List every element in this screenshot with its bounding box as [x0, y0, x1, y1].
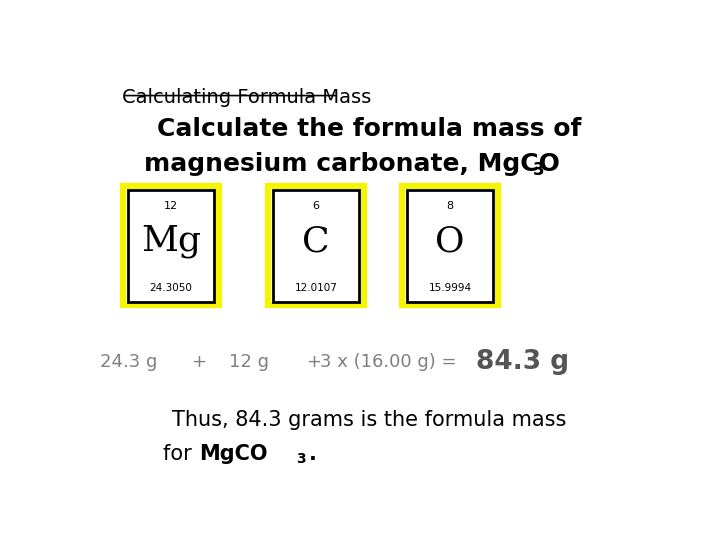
- FancyBboxPatch shape: [402, 186, 498, 305]
- Text: 3: 3: [297, 453, 306, 467]
- Text: 3: 3: [533, 160, 544, 179]
- Text: 12: 12: [164, 201, 178, 211]
- Text: 6: 6: [312, 201, 320, 211]
- Text: magnesium carbonate, MgCO: magnesium carbonate, MgCO: [144, 152, 560, 176]
- Text: 8: 8: [446, 201, 454, 211]
- FancyBboxPatch shape: [269, 186, 364, 305]
- FancyBboxPatch shape: [123, 186, 219, 305]
- Text: Calculating Formula Mass: Calculating Formula Mass: [122, 87, 372, 107]
- Text: C: C: [302, 224, 330, 258]
- Text: Thus, 84.3 grams is the formula mass: Thus, 84.3 grams is the formula mass: [172, 410, 566, 430]
- Text: 12 g: 12 g: [229, 353, 269, 371]
- Text: 12.0107: 12.0107: [294, 284, 338, 293]
- Text: 24.3 g: 24.3 g: [100, 353, 158, 371]
- Text: .: .: [309, 443, 317, 463]
- Text: 24.3050: 24.3050: [150, 284, 192, 293]
- FancyBboxPatch shape: [407, 190, 493, 302]
- Text: +: +: [192, 353, 207, 371]
- Text: 15.9994: 15.9994: [428, 284, 472, 293]
- Text: O: O: [435, 224, 464, 258]
- Text: Mg: Mg: [141, 224, 201, 258]
- Text: 84.3 g: 84.3 g: [476, 349, 569, 375]
- FancyBboxPatch shape: [273, 190, 359, 302]
- FancyBboxPatch shape: [127, 190, 214, 302]
- Text: 3 x (16.00 g) =: 3 x (16.00 g) =: [320, 353, 456, 371]
- Text: for: for: [163, 443, 198, 463]
- Text: Calculate the formula mass of: Calculate the formula mass of: [157, 117, 581, 141]
- Text: +: +: [306, 353, 320, 371]
- Text: MgCO: MgCO: [199, 443, 267, 463]
